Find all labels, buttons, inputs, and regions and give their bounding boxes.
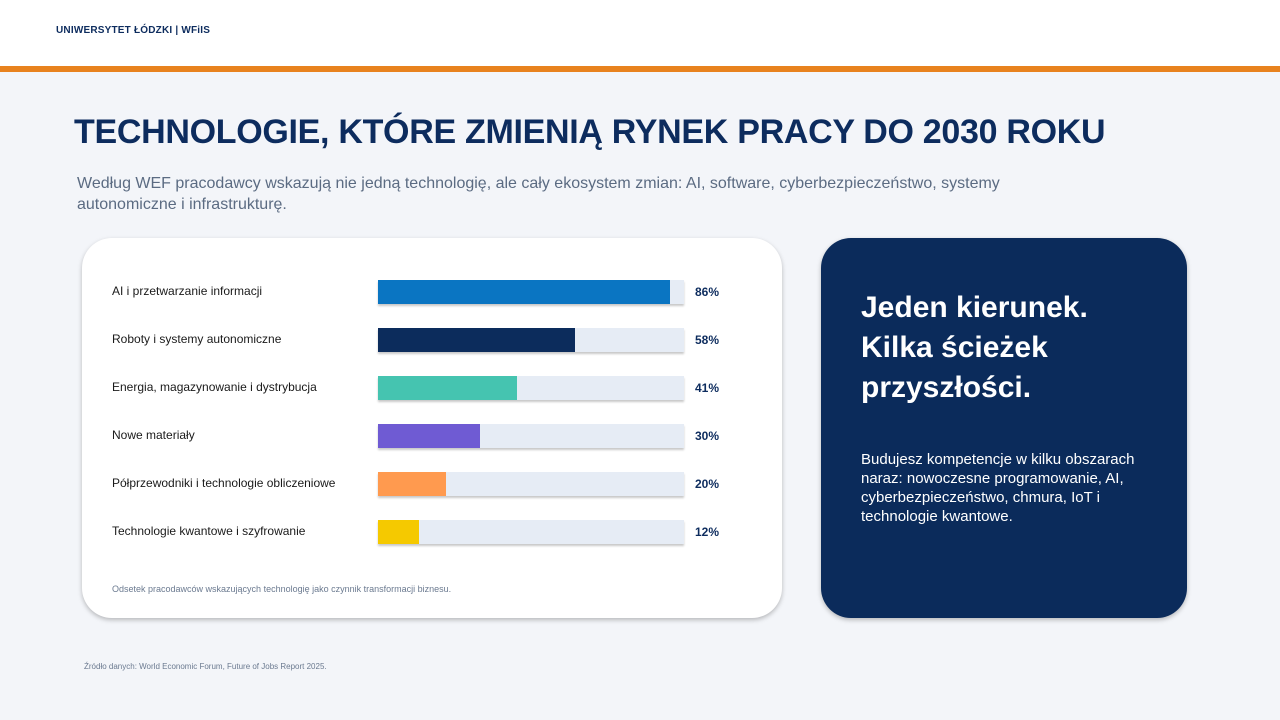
bar-track bbox=[378, 520, 684, 544]
bar-fill bbox=[378, 472, 446, 496]
bar-track bbox=[378, 328, 684, 352]
chart-card: AI i przetwarzanie informacji 86% Roboty i… bbox=[82, 238, 782, 618]
bar-row: Roboty i systemy autonomiczne 58% bbox=[82, 328, 782, 352]
chart-footnote: Odsetek pracodawców wskazujących technol… bbox=[112, 584, 452, 594]
bar-category-label: Energia, magazynowanie i dystrybucja bbox=[112, 380, 317, 394]
source-note: Źródło danych: World Economic Forum, Fut… bbox=[84, 662, 327, 671]
bar-row: AI i przetwarzanie informacji 86% bbox=[82, 280, 782, 304]
bar-value-label: 58% bbox=[695, 333, 720, 347]
bar-fill bbox=[378, 424, 480, 448]
bar-category-label: AI i przetwarzanie informacji bbox=[112, 284, 263, 298]
header-bar: UNIWERSYTET ŁÓDZKI | WFiIS bbox=[0, 0, 1280, 72]
bar-row: Półprzewodniki i technologie obliczeniow… bbox=[82, 472, 782, 496]
bar-category-label: Roboty i systemy autonomiczne bbox=[112, 332, 282, 346]
bar-category-label: Nowe materiały bbox=[112, 428, 195, 442]
bar-track bbox=[378, 376, 684, 400]
bar-row: Energia, magazynowanie i dystrybucja 41% bbox=[82, 376, 782, 400]
panel-heading: Jeden kierunek. Kilka ścieżek przyszłośc… bbox=[861, 291, 1088, 404]
bar-fill bbox=[378, 280, 670, 304]
bar-row: Nowe materiały 30% bbox=[82, 424, 782, 448]
bar-category-label: Technologie kwantowe i szyfrowanie bbox=[112, 524, 306, 538]
bar-value-label: 86% bbox=[695, 285, 720, 299]
bar-track bbox=[378, 472, 684, 496]
bar-value-label: 12% bbox=[695, 525, 720, 539]
slide-subtitle: Według WEF pracodawcy wskazują nie jedną… bbox=[77, 175, 1000, 213]
slide-title: TECHNOLOGIE, KTÓRE ZMIENIĄ RYNEK PRACY D… bbox=[74, 113, 1106, 151]
brand-label: UNIWERSYTET ŁÓDZKI | WFiIS bbox=[56, 25, 211, 36]
info-panel: Jeden kierunek. Kilka ścieżek przyszłośc… bbox=[821, 238, 1187, 618]
bar-value-label: 20% bbox=[695, 477, 720, 491]
bar-category-label: Półprzewodniki i technologie obliczeniow… bbox=[112, 476, 336, 490]
bar-value-label: 41% bbox=[695, 381, 720, 395]
bar-fill bbox=[378, 520, 419, 544]
panel-body: Budujesz kompetencje w kilku obszarach n… bbox=[861, 451, 1135, 525]
bar-row: Technologie kwantowe i szyfrowanie 12% bbox=[82, 520, 782, 544]
bar-track bbox=[378, 424, 684, 448]
bar-fill bbox=[378, 328, 575, 352]
bar-value-label: 30% bbox=[695, 429, 720, 443]
bar-fill bbox=[378, 376, 517, 400]
bar-track bbox=[378, 280, 684, 304]
